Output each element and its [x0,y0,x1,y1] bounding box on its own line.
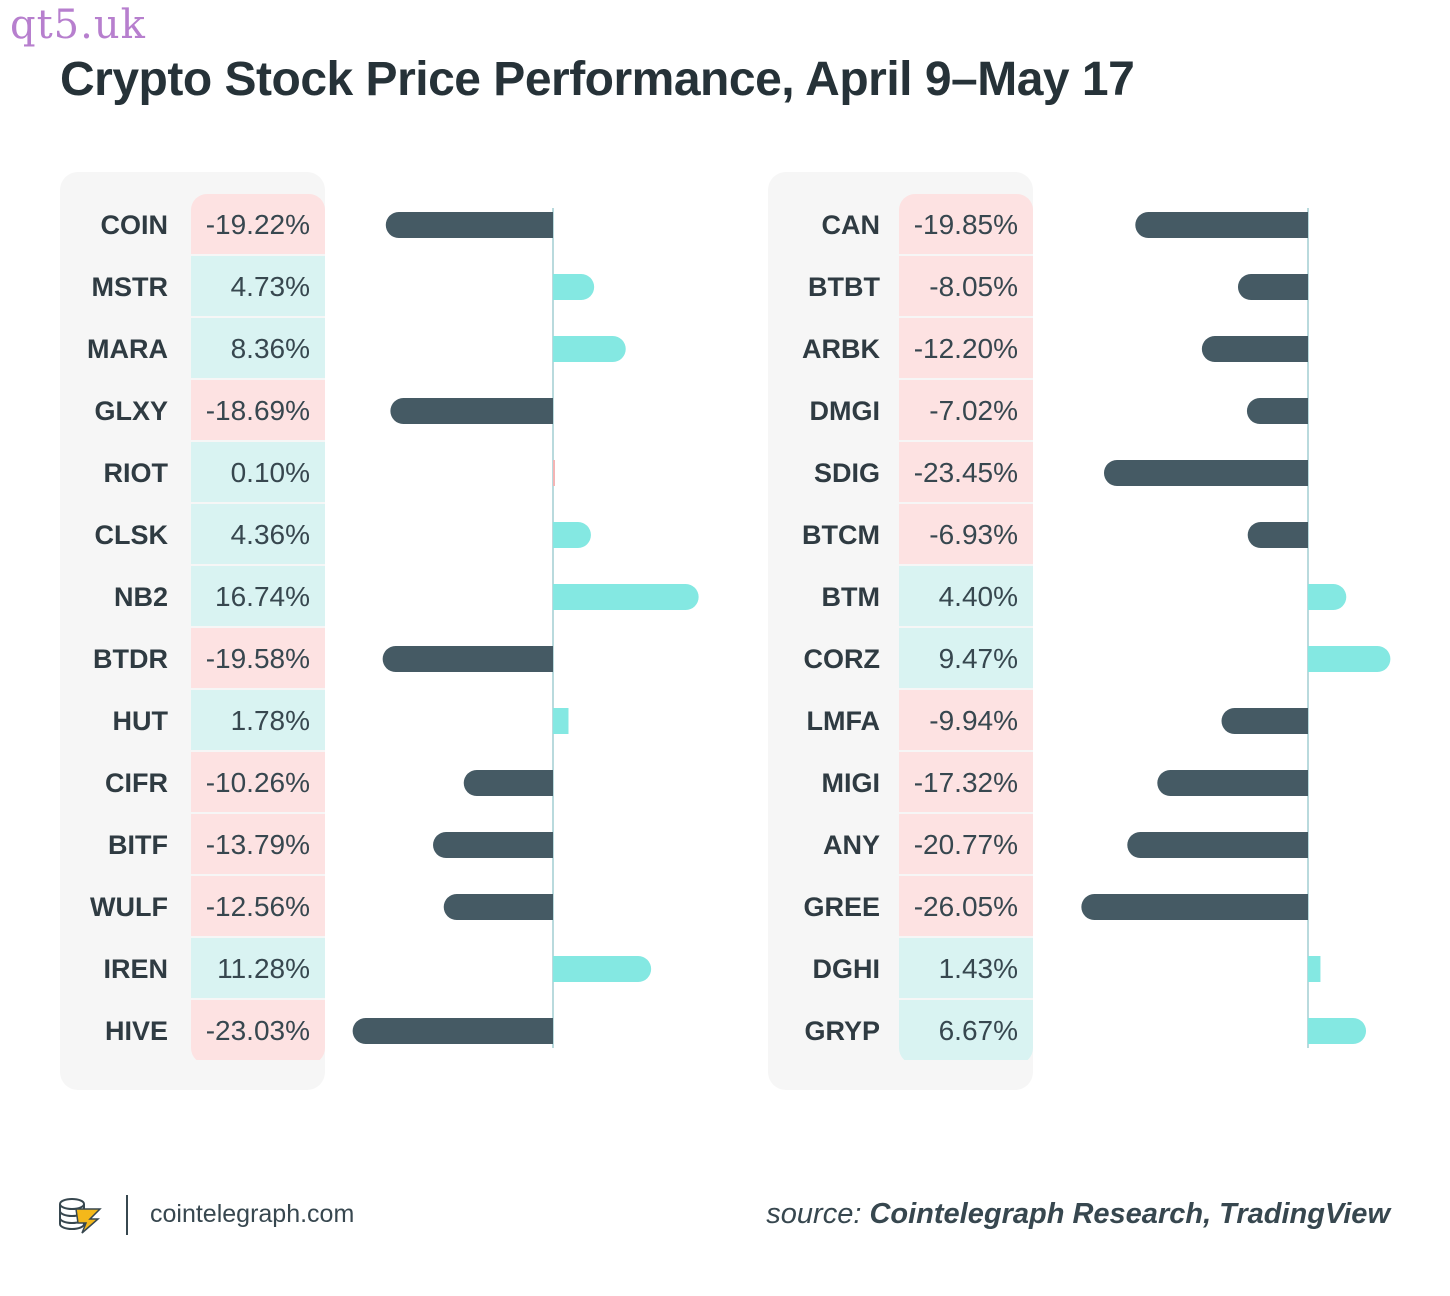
ticker-label: CIFR [105,768,168,798]
value-label: -9.94% [899,690,1033,750]
bar [553,274,595,300]
source-label: source: [766,1198,862,1230]
value-label: -6.93% [899,504,1033,564]
bar [1308,584,1347,610]
ticker-label: IREN [103,954,168,984]
bar [1308,646,1391,672]
value-label: -19.22% [191,194,325,254]
bar [1237,274,1308,300]
bar [1221,708,1308,734]
ticker-label: BTBT [808,272,880,302]
value-label: 8.36% [191,318,325,378]
ticker-label: DMGI [809,396,881,426]
ticker-label: GRYP [804,1016,880,1046]
source-names: Cointelegraph Research, TradingView [869,1198,1390,1230]
ticker-label: HUT [112,706,169,736]
bar [1201,336,1308,362]
bar [1081,894,1308,920]
bar [463,770,553,796]
value-label: -12.20% [899,318,1033,378]
ticker-label: LMFA [806,706,881,736]
value-label: 1.78% [191,690,325,750]
bar [1308,956,1321,982]
footer-site-link[interactable]: cointelegraph.com [150,1200,355,1228]
bar [553,956,652,982]
ticker-label: NB2 [113,582,168,612]
bar [553,584,699,610]
value-label: -26.05% [899,876,1033,936]
ticker-label: BITF [108,830,168,860]
bar [553,708,569,734]
left-value-column: -19.22% 4.73% 8.36% -18.69% 0.10% 4.36% 16.74%… [191,194,325,1064]
value-label: -13.79% [191,814,325,874]
ticker-label: MIGI [821,768,881,798]
chart-title: Crypto Stock Price Performance, April 9–… [60,53,1135,106]
value-label: 11.28% [191,938,325,998]
bar [382,646,553,672]
ticker-label: COIN [100,210,169,240]
value-label: 4.36% [191,504,325,564]
bar [443,894,553,920]
value-label: -20.77% [899,814,1033,874]
value-label: 0.10% [191,442,325,502]
bar [433,832,553,858]
ticker-label: MSTR [91,272,169,302]
bar [1246,398,1308,424]
ticker-label: CLSK [94,520,169,550]
cointelegraph-logo-icon [58,1195,104,1240]
value-label: -10.26% [191,752,325,812]
ticker-label: HIVE [104,1016,168,1046]
value-label: -18.69% [191,380,325,440]
ticker-label: DGHI [812,954,881,984]
ticker-label: BTCM [802,520,880,550]
value-label: -23.45% [899,442,1033,502]
value-label: 6.67% [899,1000,1033,1060]
bar [1135,212,1308,238]
ticker-label: ANY [822,830,880,860]
bar [1157,770,1308,796]
ticker-label: GLXY [94,396,168,426]
ticker-label: WULF [90,892,168,922]
bar [390,398,553,424]
ticker-label: GREE [803,892,880,922]
value-label: 9.47% [899,628,1033,688]
value-label: -12.56% [191,876,325,936]
ticker-label: ARBK [802,334,880,364]
bar [1247,522,1308,548]
value-label: -8.05% [899,256,1033,316]
watermark: qt5.uk [10,2,146,48]
footer-divider [126,1195,128,1235]
bar [553,460,555,486]
value-label: 4.40% [899,566,1033,626]
bar [1127,832,1308,858]
value-label: -19.58% [191,628,325,688]
bar [1308,1018,1367,1044]
value-label: -19.85% [899,194,1033,254]
value-label: -17.32% [899,752,1033,812]
bar [553,336,626,362]
bar [385,212,553,238]
ticker-label: SDIG [813,458,880,488]
value-label: -23.03% [191,1000,325,1060]
value-label: 4.73% [191,256,325,316]
ticker-label: CAN [821,210,881,240]
ticker-label: BTDR [93,644,168,674]
value-label: 1.43% [899,938,1033,998]
value-label: -7.02% [899,380,1033,440]
ticker-label: RIOT [103,458,169,488]
bar [352,1018,553,1044]
ticker-label: CORZ [803,644,881,674]
bar [553,522,591,548]
ticker-label: BTM [821,582,880,612]
footer-source: source: Cointelegraph Research, TradingV… [766,1198,1390,1231]
right-value-column: -19.85% -8.05% -12.20% -7.02% -23.45% -6.93% 4… [899,194,1033,1064]
bar [1103,460,1308,486]
value-label: 16.74% [191,566,325,626]
ticker-label: MARA [87,334,168,364]
